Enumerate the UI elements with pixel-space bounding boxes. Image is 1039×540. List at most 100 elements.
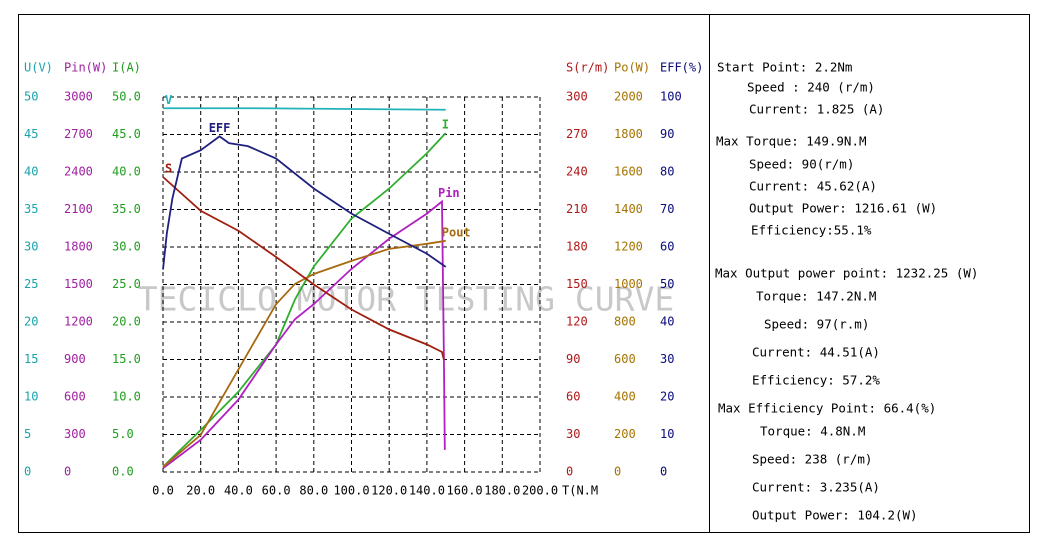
axis-label: Pin(W) xyxy=(64,61,107,75)
y-tick-label: 200 xyxy=(614,427,636,441)
y-tick-label: 20 xyxy=(660,390,674,404)
series-label: EFF xyxy=(209,121,231,135)
info-line: Efficiency:55.1% xyxy=(751,223,872,238)
info-line: Max Torque: 149.9N.M xyxy=(716,134,867,149)
info-line: Torque: 147.2N.M xyxy=(756,289,876,304)
y-tick-label: 0 xyxy=(614,465,621,479)
x-tick-label: 60.0 xyxy=(262,484,291,498)
y-tick-label: 5 xyxy=(24,427,31,441)
y-tick-label: 270 xyxy=(566,127,588,141)
y-tick-label: 1500 xyxy=(64,277,93,291)
y-tick-label: 0.0 xyxy=(112,465,134,479)
y-tick-label: 5.0 xyxy=(112,427,134,441)
info-line: Max Efficiency Point: 66.4(%) xyxy=(718,401,936,416)
y-tick-label: 240 xyxy=(566,165,588,179)
x-tick-label: 140.0 xyxy=(409,484,445,498)
y-tick-label: 60 xyxy=(566,390,580,404)
y-tick-label: 900 xyxy=(64,352,86,366)
info-line: Current: 44.51(A) xyxy=(752,345,880,360)
y-tick-label: 70 xyxy=(660,202,674,216)
y-tick-label: 40 xyxy=(24,165,38,179)
y-tick-label: 30 xyxy=(660,352,674,366)
y-tick-label: 50.0 xyxy=(112,90,141,104)
y-tick-label: 10 xyxy=(660,427,674,441)
info-line: Speed: 97(r.m) xyxy=(764,317,869,332)
y-tick-label: 30.0 xyxy=(112,240,141,254)
y-tick-label: 400 xyxy=(614,390,636,404)
x-tick-label: 120.0 xyxy=(371,484,407,498)
x-tick-label: 80.0 xyxy=(299,484,328,498)
y-tick-label: 1400 xyxy=(614,202,643,216)
y-tick-label: 10 xyxy=(24,390,38,404)
y-tick-label: 25 xyxy=(24,277,38,291)
y-tick-label: 120 xyxy=(566,315,588,329)
y-tick-label: 2700 xyxy=(64,127,93,141)
y-tick-label: 2000 xyxy=(614,90,643,104)
y-tick-label: 600 xyxy=(64,390,86,404)
y-tick-label: 1600 xyxy=(614,165,643,179)
info-line: Speed: 238 (r/m) xyxy=(752,452,872,467)
y-tick-label: 50 xyxy=(24,90,38,104)
frame xyxy=(18,14,1030,533)
watermark: TECICLO MOTOR TESTING CURVE xyxy=(138,280,674,319)
y-tick-label: 40 xyxy=(660,315,674,329)
y-tick-label: 0 xyxy=(24,465,31,479)
series-line xyxy=(163,107,446,111)
series-label: Pin xyxy=(438,186,460,200)
series-line xyxy=(162,239,446,468)
y-tick-label: 2400 xyxy=(64,165,93,179)
info-line: Torque: 4.8N.M xyxy=(760,424,865,439)
x-tick-label: 40.0 xyxy=(224,484,253,498)
info-line: Speed : 240 (r/m) xyxy=(747,80,875,95)
y-tick-label: 300 xyxy=(64,427,86,441)
y-tick-label: 100 xyxy=(660,90,682,104)
series-label: Pout xyxy=(442,225,471,239)
x-tick-label: 20.0 xyxy=(186,484,215,498)
x-tick-label: 180.0 xyxy=(484,484,520,498)
y-tick-label: 20.0 xyxy=(112,315,141,329)
y-tick-label: 1800 xyxy=(614,127,643,141)
info-line: Speed: 90(r/m) xyxy=(749,157,854,172)
series-line xyxy=(162,132,447,468)
series-label: S xyxy=(165,162,172,176)
y-tick-label: 60 xyxy=(660,240,674,254)
y-tick-label: 90 xyxy=(660,127,674,141)
x-axis-label: T(N.M xyxy=(562,484,598,498)
y-tick-label: 0 xyxy=(64,465,71,479)
y-tick-label: 30 xyxy=(24,240,38,254)
y-tick-label: 210 xyxy=(566,202,588,216)
axis-label: EFF(%) xyxy=(660,61,703,75)
info-line: Output Power: 104.2(W) xyxy=(752,508,918,523)
y-tick-label: 150 xyxy=(566,277,588,291)
y-tick-label: 300 xyxy=(566,90,588,104)
axis-label: I(A) xyxy=(112,61,141,75)
y-tick-label: 1200 xyxy=(64,315,93,329)
y-tick-label: 40.0 xyxy=(112,165,141,179)
y-tick-label: 30 xyxy=(566,427,580,441)
y-tick-label: 90 xyxy=(566,352,580,366)
y-tick-label: 20 xyxy=(24,315,38,329)
y-tick-label: 0 xyxy=(566,465,573,479)
x-tick-label: 200.0 xyxy=(522,484,558,498)
info-line: Output Power: 1216.61 (W) xyxy=(749,201,937,216)
y-tick-label: 15.0 xyxy=(112,352,141,366)
y-tick-label: 1000 xyxy=(614,277,643,291)
x-tick-label: 0.0 xyxy=(152,484,174,498)
series-line xyxy=(162,199,446,469)
series-label: I xyxy=(442,118,449,132)
y-tick-label: 800 xyxy=(614,315,636,329)
x-tick-label: 160.0 xyxy=(447,484,483,498)
y-tick-label: 0 xyxy=(660,465,667,479)
series-line xyxy=(162,135,447,270)
y-tick-label: 35.0 xyxy=(112,202,141,216)
y-tick-label: 10.0 xyxy=(112,390,141,404)
axis-label: Po(W) xyxy=(614,61,650,75)
info-line: Current: 45.62(A) xyxy=(749,179,877,194)
y-tick-label: 1200 xyxy=(614,240,643,254)
y-tick-label: 45.0 xyxy=(112,127,141,141)
info-line: Current: 1.825 (A) xyxy=(749,102,884,117)
series-label: V xyxy=(165,93,172,107)
axis-label: S(r/m) xyxy=(566,61,609,75)
y-tick-label: 25.0 xyxy=(112,277,141,291)
